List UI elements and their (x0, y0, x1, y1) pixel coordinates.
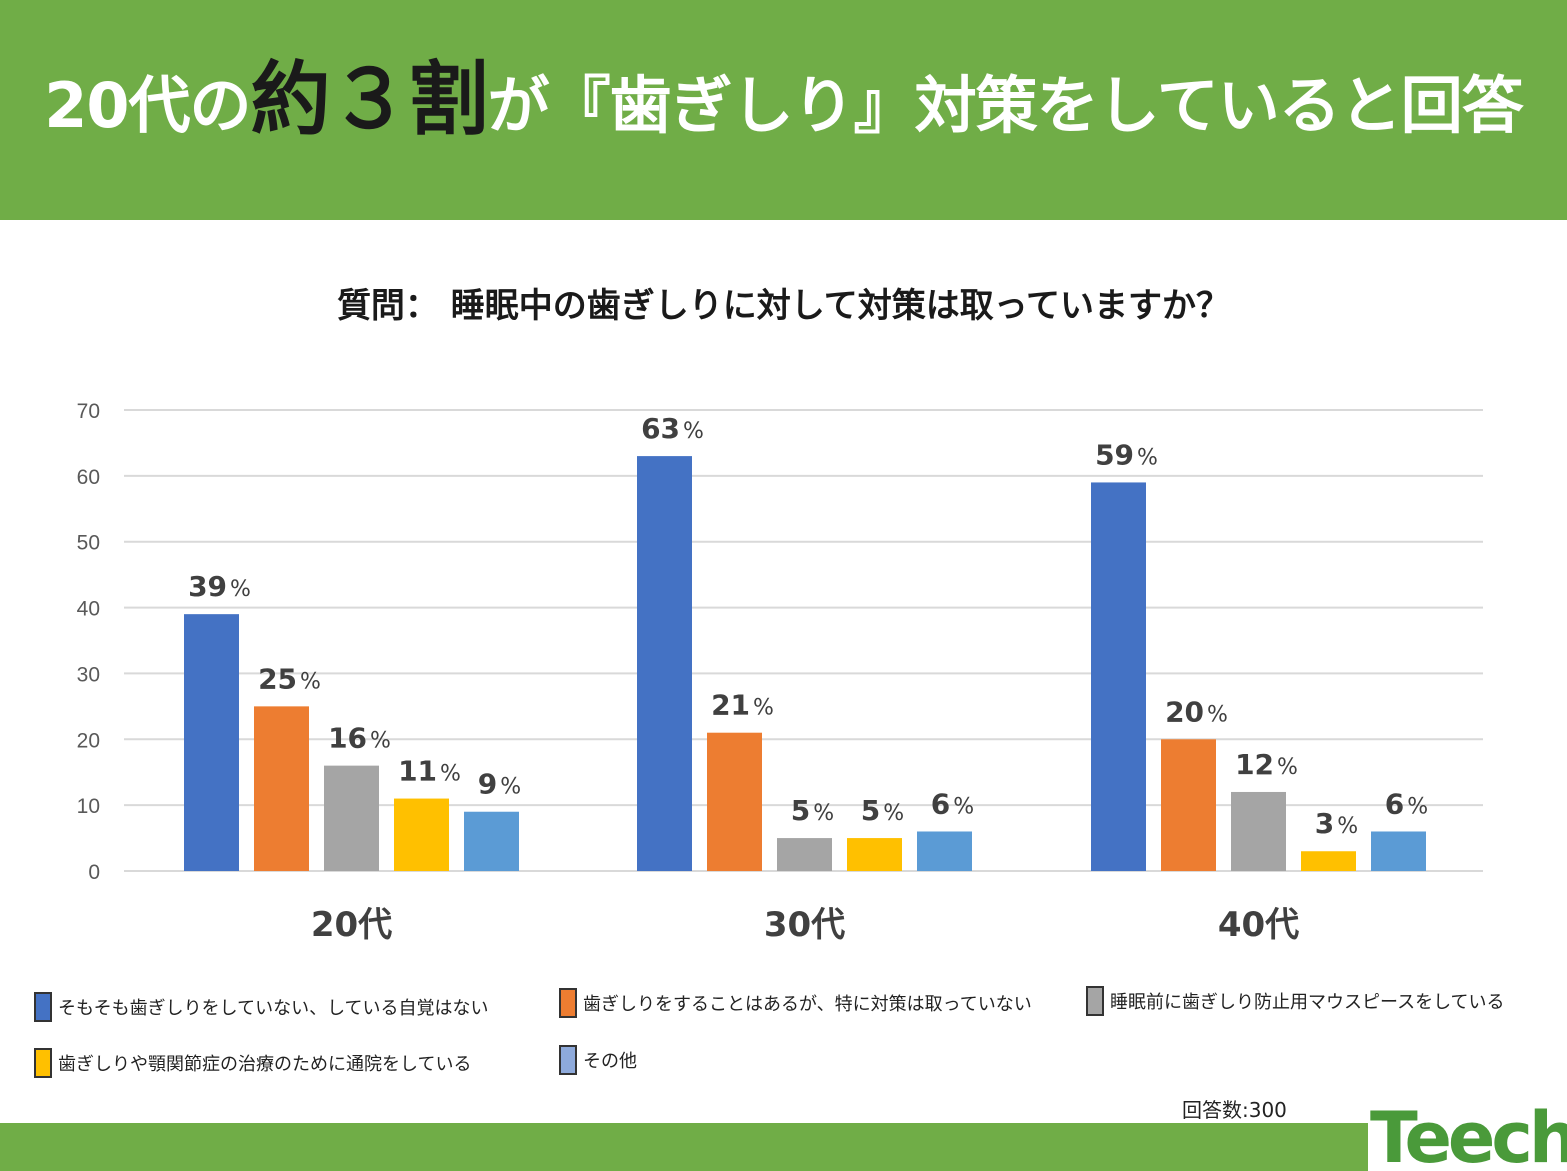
data-label-30代-2: 21% (711, 689, 774, 722)
data-label-40代-4: 3% (1315, 807, 1358, 840)
legend-label-1: そもそも歯ぎしりをしていない、している自覚はない (58, 998, 489, 1019)
data-label-30代-3: 5% (791, 794, 834, 827)
legend-item-4: 歯ぎしりや顎関節症の治療のために通院をしている (34, 1046, 471, 1080)
teech-logo: Teech (1368, 1105, 1567, 1171)
bar-30代-3 (777, 838, 832, 871)
legend-label-2: 歯ぎしりをすることはあるが、特に対策は取っていない (583, 994, 1032, 1015)
bar-40代-3 (1231, 791, 1286, 871)
headline-highlight: 約３割 (250, 53, 489, 146)
bar-30代-1 (637, 456, 692, 871)
y-tick-label-0: 0 (88, 861, 100, 884)
bar-40代-1 (1091, 482, 1146, 871)
bar-30代-4 (847, 838, 902, 871)
x-category-label-40代: 40代 (1218, 905, 1299, 945)
data-label-20代-2: 25% (258, 662, 321, 695)
legend-label-4: 歯ぎしりや顎関節症の治療のために通院をしている (58, 1054, 472, 1075)
data-label-40代-5: 6% (1385, 787, 1428, 820)
y-tick-label-20: 20 (77, 729, 100, 752)
bar-40代-4 (1301, 851, 1356, 871)
bar-40代-5 (1371, 831, 1426, 871)
y-tick-label-30: 30 (77, 663, 100, 686)
legend-swatch-2 (559, 988, 577, 1018)
legend-swatch-1 (34, 992, 52, 1022)
respondent-count: 回答数:300 (1182, 1098, 1287, 1122)
bar-20代-5 (464, 811, 519, 871)
x-category-label-30代: 30代 (764, 905, 845, 945)
logo-text: Teech (1370, 1105, 1567, 1171)
legend-swatch-3 (1086, 986, 1104, 1016)
headline-pre: 20代の (44, 69, 251, 142)
footer-bar (0, 1123, 1567, 1171)
bar-30代-2 (707, 732, 762, 871)
data-label-20代-4: 11% (398, 755, 461, 788)
legend-item-1: そもそも歯ぎしりをしていない、している自覚はない (34, 990, 489, 1024)
data-label-30代-5: 6% (931, 787, 974, 820)
y-tick-label-70: 70 (77, 400, 100, 423)
y-tick-label-50: 50 (77, 532, 100, 555)
data-label-30代-4: 5% (861, 794, 904, 827)
y-tick-label-60: 60 (77, 466, 100, 489)
bar-40代-2 (1161, 739, 1216, 871)
data-label-40代-3: 12% (1235, 748, 1298, 781)
legend-label-5: その他 (583, 1051, 637, 1072)
legend-swatch-4 (34, 1048, 52, 1078)
header-banner: 20代の約３割が『歯ぎしり』対策をしていると回答 (0, 0, 1567, 220)
headline: 20代の約３割が『歯ぎしり』対策をしていると回答 (0, 50, 1567, 156)
data-label-40代-2: 20% (1165, 695, 1228, 728)
data-label-30代-1: 63% (641, 412, 704, 445)
x-category-label-20代: 20代 (311, 905, 392, 945)
legend-swatch-5 (559, 1045, 577, 1075)
data-label-20代-3: 16% (328, 722, 391, 755)
bar-20代-2 (254, 706, 309, 871)
headline-post: が『歯ぎしり』対策をしていると回答 (487, 69, 1524, 142)
bar-30代-5 (917, 831, 972, 871)
bar-20代-4 (394, 798, 449, 871)
data-label-20代-5: 9% (478, 768, 521, 801)
data-label-20代-1: 39% (188, 570, 251, 603)
bar-20代-3 (324, 765, 379, 871)
legend-item-3: 睡眠前に歯ぎしり防止用マウスピースをしている (1086, 984, 1505, 1018)
y-tick-label-40: 40 (77, 598, 100, 621)
legend-item-5: その他 (559, 1043, 637, 1077)
y-tick-label-10: 10 (77, 795, 100, 818)
bar-20代-1 (184, 614, 239, 871)
data-label-40代-1: 59% (1095, 438, 1158, 471)
legend-label-3: 睡眠前に歯ぎしり防止用マウスピースをしている (1110, 992, 1505, 1013)
chart-title: 質問： 睡眠中の歯ぎしりに対して対策は取っていますか？ (336, 286, 1231, 326)
legend-item-2: 歯ぎしりをすることはあるが、特に対策は取っていない (559, 986, 1032, 1020)
bar-chart: 0 10 20 30 40 50 60 70 39 % 25 %16 %11% 9 % 20代 63 % 21 % 5%… (77, 400, 1483, 945)
